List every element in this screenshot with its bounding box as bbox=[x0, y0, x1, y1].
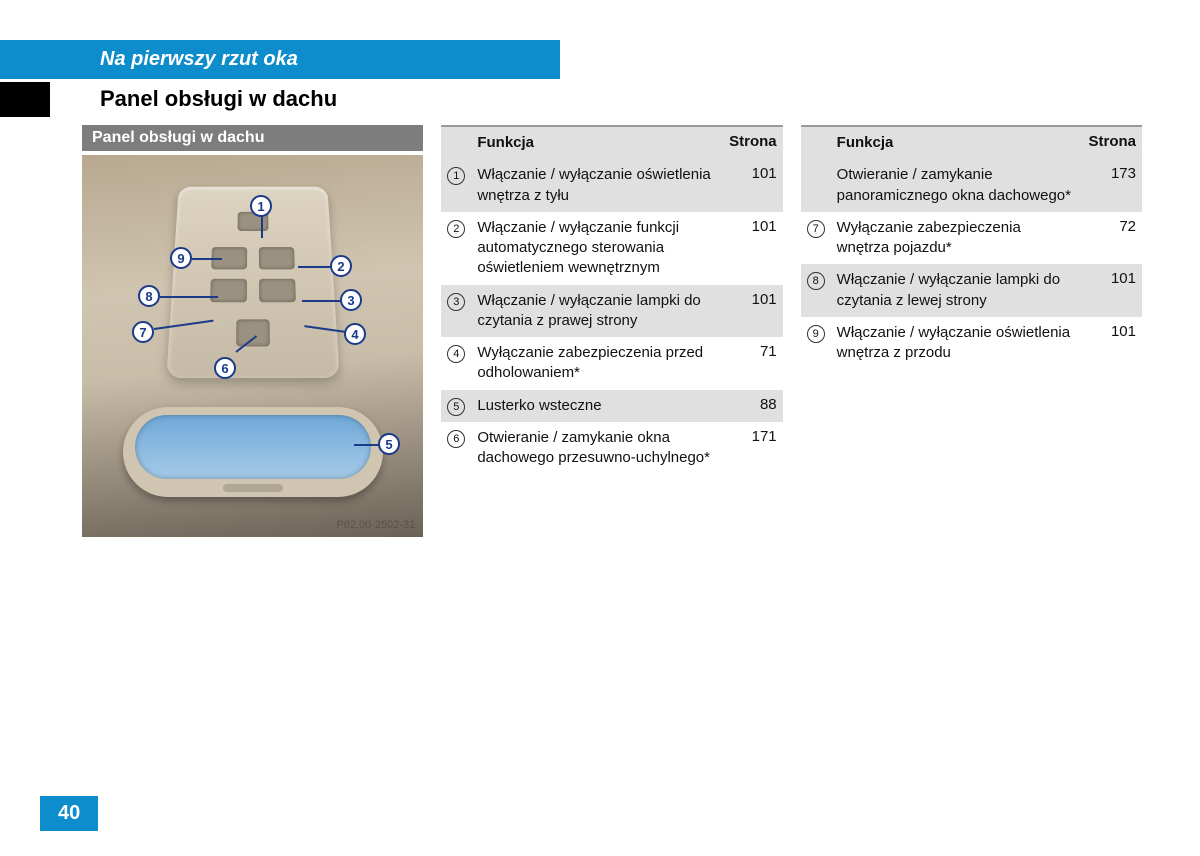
row-function: Otwieranie / zamykanie okna dachowego pr… bbox=[471, 428, 720, 469]
callout-3: 3 bbox=[340, 289, 362, 311]
row-page: 88 bbox=[721, 396, 783, 413]
callout-9: 9 bbox=[170, 247, 192, 269]
callout-1: 1 bbox=[250, 195, 272, 217]
image-title: Panel obsługi w dachu bbox=[82, 125, 423, 151]
header-tab: Na pierwszy rzut oka bbox=[0, 40, 560, 79]
callout-5: 5 bbox=[378, 433, 400, 455]
row-function: Lusterko wsteczne bbox=[471, 396, 720, 416]
image-caption: P82.00-2502-31 bbox=[336, 519, 415, 531]
table-header: Funkcja Strona bbox=[801, 125, 1142, 159]
row-function: Włączanie / wyłączanie funkcji automatyc… bbox=[471, 218, 720, 279]
table-row: 1 Włączanie / wyłączanie oświetlenia wnęt… bbox=[441, 159, 782, 212]
row-page: 171 bbox=[721, 428, 783, 445]
callout-2: 2 bbox=[330, 255, 352, 277]
callout-8: 8 bbox=[138, 285, 160, 307]
table-row: 6 Otwieranie / zamykanie okna dachowego p… bbox=[441, 422, 782, 475]
col-function: Funkcja bbox=[831, 127, 1080, 159]
row-function: Włączanie / wyłączanie lampki do czytani… bbox=[831, 270, 1080, 311]
row-page: 173 bbox=[1080, 165, 1142, 182]
table-row: 8 Włączanie / wyłączanie lampki do czytan… bbox=[801, 264, 1142, 317]
col-page: Strona bbox=[721, 127, 783, 159]
side-marker bbox=[0, 82, 50, 117]
callout-7: 7 bbox=[132, 321, 154, 343]
overhead-panel-diagram: 1 9 2 8 3 7 4 6 5 P82.00-2502-31 bbox=[82, 155, 423, 537]
row-number-icon: 7 bbox=[807, 220, 825, 238]
col-page: Strona bbox=[1080, 127, 1142, 159]
rearview-mirror bbox=[123, 407, 383, 497]
row-function: Włączanie / wyłączanie oświetlenia wnętr… bbox=[831, 323, 1080, 364]
row-page: 101 bbox=[1080, 323, 1142, 340]
row-function: Wyłączanie zabezpieczenia wnętrza pojazd… bbox=[831, 218, 1080, 259]
table-row: 3 Włączanie / wyłączanie lampki do czytan… bbox=[441, 285, 782, 338]
table-row: 2 Włączanie / wyłączanie funkcji automaty… bbox=[441, 212, 782, 285]
row-function: Wyłączanie zabezpieczenia przed odholowa… bbox=[471, 343, 720, 384]
table-row: 7 Wyłączanie zabezpieczenia wnętrza pojaz… bbox=[801, 212, 1142, 265]
row-number-icon: 6 bbox=[447, 430, 465, 448]
row-number-icon: 4 bbox=[447, 345, 465, 363]
row-page: 101 bbox=[721, 291, 783, 308]
row-page: 72 bbox=[1080, 218, 1142, 235]
row-page: 71 bbox=[721, 343, 783, 360]
row-page: 101 bbox=[1080, 270, 1142, 287]
section-title: Panel obsługi w dachu bbox=[100, 86, 337, 112]
panel-unit bbox=[166, 187, 339, 378]
callout-4: 4 bbox=[344, 323, 366, 345]
table-row: 5 Lusterko wsteczne88 bbox=[441, 390, 782, 422]
row-number-icon: 9 bbox=[807, 325, 825, 343]
callout-6: 6 bbox=[214, 357, 236, 379]
row-function: Włączanie / wyłączanie lampki do czytani… bbox=[471, 291, 720, 332]
table-body: 1 Włączanie / wyłączanie oświetlenia wnęt… bbox=[441, 159, 782, 474]
table-header: Funkcja Strona bbox=[441, 125, 782, 159]
row-number-icon: 5 bbox=[447, 398, 465, 416]
row-page: 101 bbox=[721, 165, 783, 182]
content-grid: Panel obsługi w dachu 1 9 2 8 3 bbox=[82, 125, 1142, 537]
table-body: Otwieranie / zamykanie panoramicznego ok… bbox=[801, 159, 1142, 369]
table-row: 9 Włączanie / wyłączanie oświetlenia wnęt… bbox=[801, 317, 1142, 370]
image-column: Panel obsługi w dachu 1 9 2 8 3 bbox=[82, 125, 423, 537]
row-number-icon: 3 bbox=[447, 293, 465, 311]
function-table-2: Funkcja Strona Otwieranie / zamykanie pa… bbox=[801, 125, 1142, 537]
col-function: Funkcja bbox=[471, 127, 720, 159]
table-row: 4 Wyłączanie zabezpieczenia przed odholow… bbox=[441, 337, 782, 390]
row-function: Włączanie / wyłączanie oświetlenia wnętr… bbox=[471, 165, 720, 206]
function-table-1: Funkcja Strona 1 Włączanie / wyłączanie o… bbox=[441, 125, 782, 537]
row-number-icon: 1 bbox=[447, 167, 465, 185]
row-page: 101 bbox=[721, 218, 783, 235]
table-row: Otwieranie / zamykanie panoramicznego ok… bbox=[801, 159, 1142, 212]
row-number-icon: 8 bbox=[807, 272, 825, 290]
row-number-icon: 2 bbox=[447, 220, 465, 238]
page-number: 40 bbox=[40, 796, 98, 831]
row-function: Otwieranie / zamykanie panoramicznego ok… bbox=[831, 165, 1080, 206]
